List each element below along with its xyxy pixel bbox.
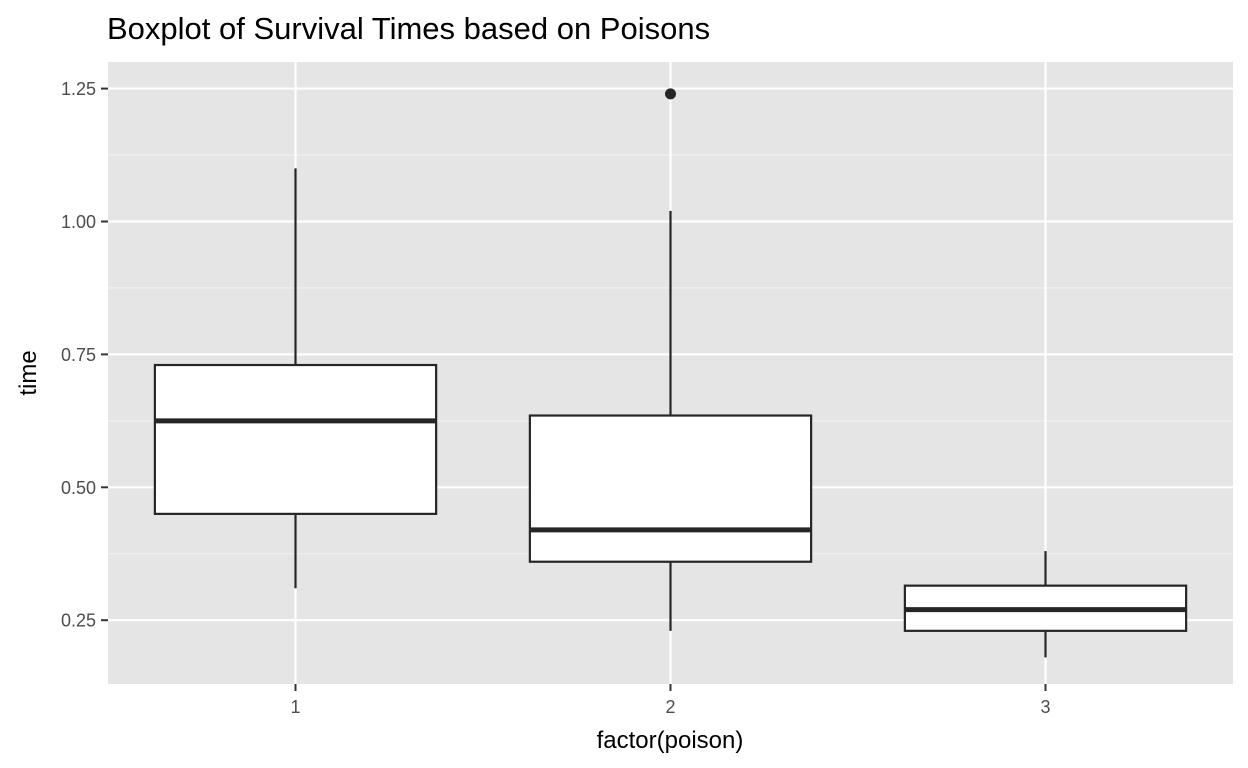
chart-title: Boxplot of Survival Times based on Poiso… xyxy=(107,11,710,46)
box-group-3 xyxy=(903,551,1188,658)
x-axis-title: factor(poison) xyxy=(597,727,744,754)
y-tick-label: 1.00 xyxy=(61,212,96,232)
box-iqr xyxy=(528,414,813,563)
x-tick-label: 1 xyxy=(290,697,300,717)
boxes xyxy=(153,88,1188,658)
box-group-1 xyxy=(153,168,438,589)
outlier-point xyxy=(665,88,676,100)
box-iqr xyxy=(153,363,438,515)
x-tick-label: 2 xyxy=(665,697,675,717)
y-axis-title: time xyxy=(15,350,42,395)
y-tick-label: 0.25 xyxy=(61,611,96,631)
x-axis: 1 2 3 xyxy=(290,684,1051,717)
x-tick-label: 3 xyxy=(1040,697,1050,717)
y-tick-label: 1.25 xyxy=(61,79,96,99)
box-group-2 xyxy=(528,88,813,631)
y-axis: 0.25 0.50 0.75 1.00 1.25 xyxy=(61,79,108,631)
y-tick-label: 0.50 xyxy=(61,478,96,498)
y-tick-label: 0.75 xyxy=(61,345,96,365)
